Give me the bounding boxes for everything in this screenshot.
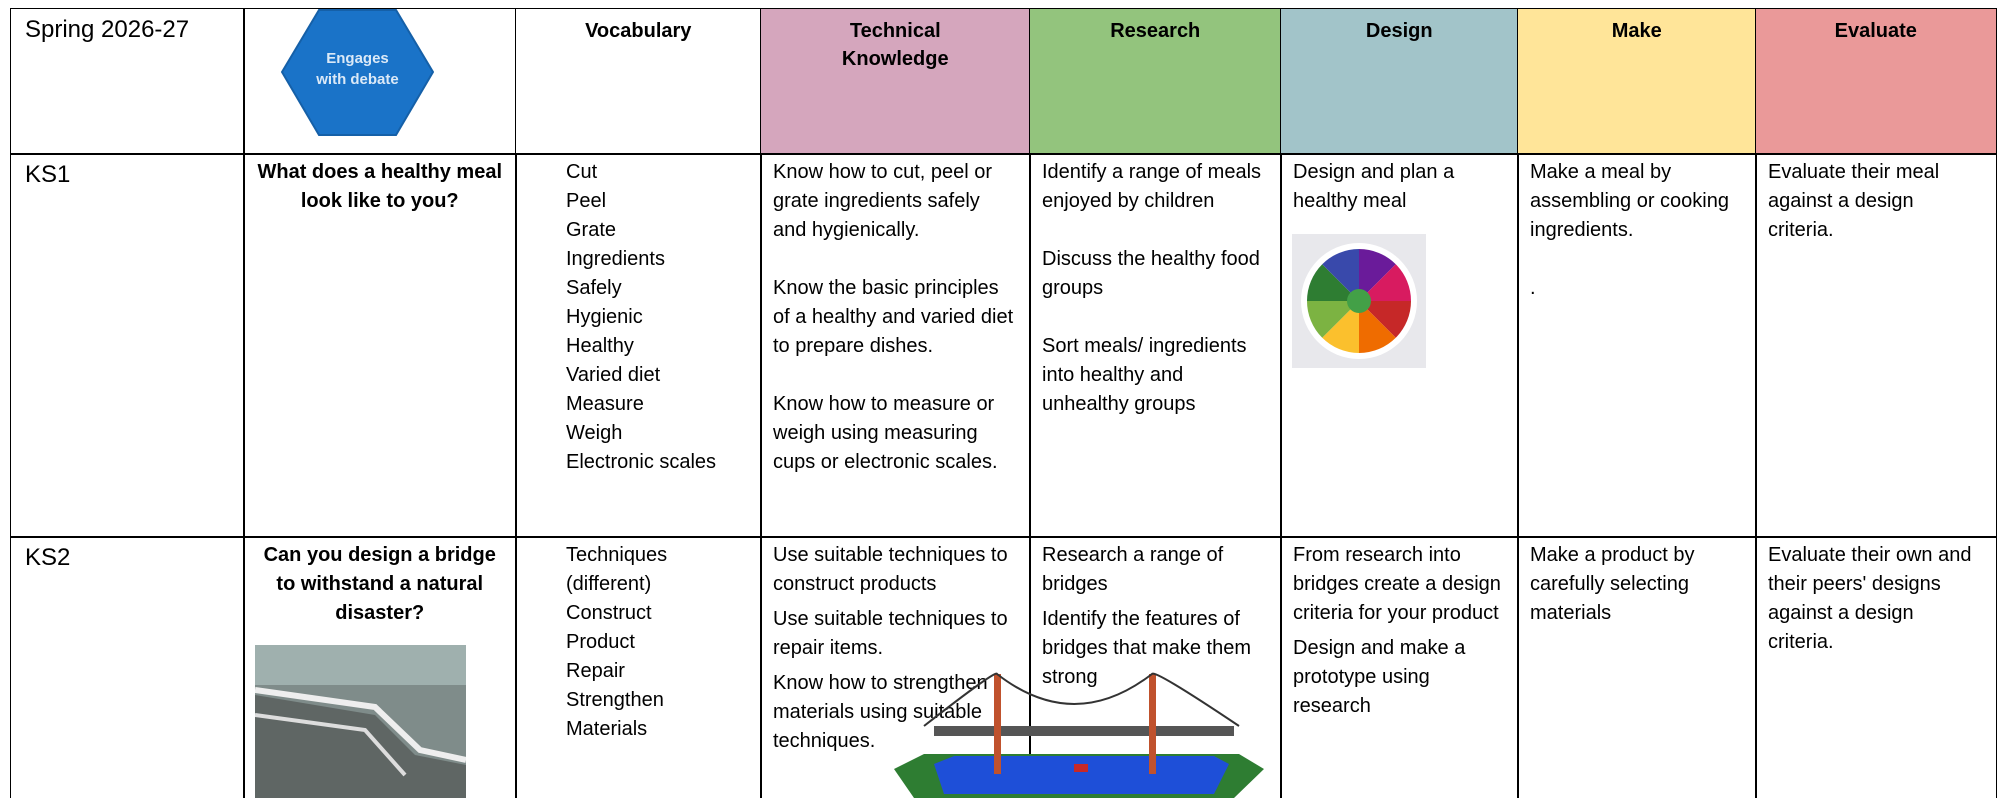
stage: KS2 <box>25 544 71 571</box>
title: Spring 2026-27 <box>25 16 190 43</box>
evaluate-cell: Evaluate their own and their peers' desi… <box>1755 536 1997 798</box>
technical-knowledge-cell: Know how to cut, peel or grate ingredien… <box>760 153 1031 538</box>
vocab-word: Weigh <box>566 422 623 444</box>
column-header: Design <box>1365 20 1433 42</box>
paragraph: Know how to cut, peel or grate ingredien… <box>773 161 993 241</box>
food-picture <box>1292 234 1426 368</box>
technical-knowledge-cell: Use suitable techniques to construct pro… <box>760 536 1031 798</box>
vocab-word: Cut <box>566 161 598 183</box>
vocab-word: Repair <box>566 660 625 682</box>
question-cell: Can you design a bridge to withstand a n… <box>243 536 517 798</box>
header-cell: Evaluate <box>1755 8 1997 155</box>
paragraph: Make a product by carefully selecting ma… <box>1530 544 1695 624</box>
paragraph: Use suitable techniques to construct pro… <box>773 544 1008 595</box>
research-cell: Identify a range of meals enjoyed by chi… <box>1029 153 1282 538</box>
badge-text: Engages with debate <box>316 50 399 88</box>
vocab-word: Electronic scales <box>566 451 717 473</box>
header-cell: Technical Knowledge <box>760 8 1031 155</box>
research-cell: Research a range of bridges Identify the … <box>1029 536 1282 798</box>
vocabulary-cell: Techniques (different) Construct Product Re… <box>515 536 762 798</box>
column-header: Technical Knowledge <box>841 20 949 70</box>
vocab-word: Materials <box>566 718 648 740</box>
paragraph: Know the basic principles of a healthy a… <box>773 277 1014 357</box>
stage-cell: KS2 <box>10 536 245 798</box>
question: Can you design a bridge to withstand a n… <box>263 544 496 624</box>
vocab-word: Product <box>566 631 635 653</box>
paragraph: Design and plan a healthy meal <box>1293 161 1455 212</box>
paragraph: Discuss the healthy food groups <box>1042 248 1260 299</box>
stage-cell: KS1 <box>10 153 245 538</box>
make-cell: Make a meal by assembling or cooking ing… <box>1517 153 1757 538</box>
design-cell: Design and plan a healthy meal <box>1280 153 1519 538</box>
column-header: Make <box>1611 20 1662 42</box>
header-cell: Research <box>1029 8 1282 155</box>
paragraph: Research a range of bridges <box>1042 544 1224 595</box>
paragraph: Evaluate their own and their peers' desi… <box>1768 544 1972 653</box>
paragraph: Evaluate their meal against a design cri… <box>1768 161 1940 241</box>
header-cell: Make <box>1517 8 1757 155</box>
design-cell: From research into bridges create a desi… <box>1280 536 1519 798</box>
vocab-word: Ingredients <box>566 248 665 270</box>
evaluate-cell: Evaluate their meal against a design cri… <box>1755 153 1997 538</box>
paragraph: Use suitable techniques to repair items. <box>773 608 1008 659</box>
paragraph: Know how to measure or weigh using measu… <box>773 393 998 473</box>
vocab-word: Healthy <box>566 335 634 357</box>
badge <box>281 9 434 136</box>
vocabulary-cell: Cut Peel Grate Ingredients Safely Hygienic Hea… <box>515 153 762 538</box>
paragraph: Know how to strengthen materials using s… <box>773 672 988 752</box>
vocab-word: Varied diet <box>566 364 661 386</box>
collapsed-bridge-picture <box>255 645 466 798</box>
paragraph: Identify the features of bridges that ma… <box>1042 608 1251 688</box>
paragraph: Design and make a prototype using resear… <box>1293 637 1466 717</box>
vocab-word: Construct <box>566 602 652 624</box>
question-cell: What does a healthy meal look like to yo… <box>243 153 517 538</box>
vocab-word: Strengthen <box>566 689 664 711</box>
question: What does a healthy meal look like to yo… <box>257 161 502 212</box>
column-header: Research <box>1110 20 1201 42</box>
header-cell: Design <box>1280 8 1519 155</box>
make-cell: Make a product by carefully selecting ma… <box>1517 536 1757 798</box>
vocab-word: Safely <box>566 277 622 299</box>
column-header: Vocabulary <box>585 20 692 42</box>
paragraph: Sort meals/ ingredients into healthy and… <box>1042 335 1247 415</box>
paragraph: Identify a range of meals enjoyed by chi… <box>1042 161 1262 212</box>
vocab-word: Peel <box>566 190 607 212</box>
vocab-word: Techniques (different) <box>566 544 668 595</box>
column-header: Evaluate <box>1834 20 1917 42</box>
title-cell: Spring 2026-27 <box>10 8 245 155</box>
paragraph: . <box>1530 277 1536 299</box>
suspension-bridge-picture <box>894 672 1264 798</box>
vocab-word: Grate <box>566 219 617 241</box>
paragraph: From research into bridges create a desi… <box>1293 544 1501 624</box>
vocab-word: Hygienic <box>566 306 643 328</box>
paragraph: Make a meal by assembling or cooking ing… <box>1530 161 1729 241</box>
header-cell: Vocabulary <box>515 8 762 155</box>
vocab-word: Measure <box>566 393 644 415</box>
stage: KS1 <box>25 161 71 188</box>
